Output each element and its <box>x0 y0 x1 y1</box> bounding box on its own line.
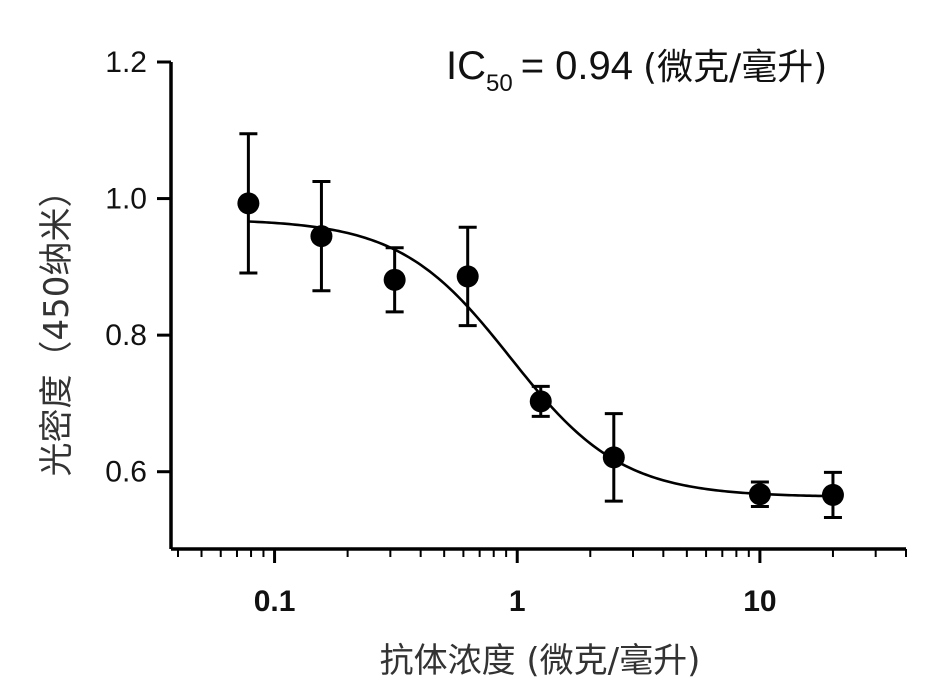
data-point <box>603 446 625 468</box>
y-axis-label: 光密度（450纳米） <box>37 174 77 477</box>
data-point <box>310 225 332 247</box>
y-tick-label: 0.6 <box>105 456 147 489</box>
y-tick-label: 1.2 <box>105 46 147 79</box>
data-point <box>822 484 844 506</box>
x-tick-label: 10 <box>743 585 776 618</box>
ic50-value: = 0.94 <box>521 44 633 88</box>
ic50-annotation: IC50 = 0.94(微克/毫升) <box>446 44 827 97</box>
y-axis-ticks: 0.6 0.8 1.0 1.2 <box>105 46 171 489</box>
ic50-label: IC <box>446 44 486 88</box>
data-point <box>457 265 479 287</box>
data-point <box>530 390 552 412</box>
fit-curve <box>248 221 833 496</box>
x-axis-ticks: 0.1 1 10 <box>178 549 906 618</box>
x-tick-label: 1 <box>509 585 526 618</box>
y-tick-label: 0.8 <box>105 319 147 352</box>
data-points <box>237 192 844 506</box>
ic50-unit: (微克/毫升) <box>643 47 827 88</box>
x-tick-label: 0.1 <box>254 585 296 618</box>
data-point <box>749 483 771 505</box>
data-point <box>384 269 406 291</box>
y-tick-label: 1.0 <box>105 183 147 216</box>
x-axis-label: 抗体浓度 (微克/毫升) <box>380 641 701 681</box>
error-bars <box>239 134 842 518</box>
data-point <box>237 192 259 214</box>
ic50-subscript: 50 <box>486 70 513 97</box>
